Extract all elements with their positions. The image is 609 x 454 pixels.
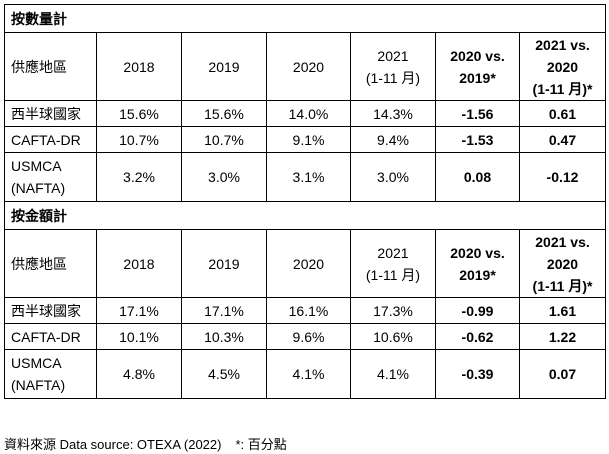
header-2020: 2020 [266,229,351,298]
cell-2019: 15.6% [181,100,267,127]
section-title: 按金額計 [4,201,606,230]
header-cmp2-line1: 2021 vs. [535,36,590,53]
cell-2021: 3.0% [350,152,436,202]
cell-cmp2: 0.07 [519,349,606,399]
header-2018: 2018 [96,32,182,101]
cell-2018: 10.7% [96,126,182,153]
row-region: 西半球國家 [4,297,97,324]
header-cmp2-line3: (1-11 月)* [532,80,593,97]
cell-cmp2: 1.61 [519,297,606,324]
data-source: 資料來源 Data source: OTEXA (2022) [4,437,222,452]
cell-2020: 9.1% [266,126,351,153]
header-2020-vs-2019: 2020 vs. 2019* [435,32,520,101]
cell-2021: 10.6% [350,323,436,350]
header-cmp2-line1: 2021 vs. [535,233,590,250]
cell-cmp1: -0.99 [435,297,520,324]
header-2021-year: 2021 [377,244,409,261]
cell-2020: 9.6% [266,323,351,350]
header-row: 供應地區 2018 2019 2020 2021 (1-11 月) 2020 v… [4,229,606,298]
header-region: 供應地區 [4,32,97,101]
cell-2019: 17.1% [181,297,267,324]
section-title-row: 按數量計 [4,4,606,33]
section-title-row: 按金額計 [4,201,606,230]
header-2021-year: 2021 [377,47,409,64]
cell-cmp2: 1.22 [519,323,606,350]
table-footer: 資料來源 Data source: OTEXA (2022) *: 百分點 [4,434,287,453]
cell-2019: 4.5% [181,349,267,399]
cell-2020: 3.1% [266,152,351,202]
header-2019: 2019 [181,229,267,298]
cell-cmp1: -1.53 [435,126,520,153]
row-region-line2: (NAFTA) [11,180,66,196]
header-2021-vs-2020: 2021 vs. 2020 (1-11 月)* [519,229,606,298]
cell-2018: 15.6% [96,100,182,127]
row-region-line1: USMCA [11,355,62,371]
header-cmp1-line2: 2019* [459,266,496,283]
table-row: CAFTA-DR 10.1% 10.3% 9.6% 10.6% -0.62 1.… [4,323,606,350]
cell-2018: 10.1% [96,323,182,350]
header-2021-period: (1-11 月) [365,69,421,86]
table-row: 西半球國家 17.1% 17.1% 16.1% 17.3% -0.99 1.61 [4,297,606,324]
header-cmp2-line2: 2020 [546,58,579,75]
cell-cmp1: 0.08 [435,152,520,202]
cell-2019: 10.7% [181,126,267,153]
cell-2021: 14.3% [350,100,436,127]
table-row: USMCA (NAFTA) 4.8% 4.5% 4.1% 4.1% -0.39 … [4,349,606,399]
cell-2020: 14.0% [266,100,351,127]
cell-2021: 9.4% [350,126,436,153]
table-row: CAFTA-DR 10.7% 10.7% 9.1% 9.4% -1.53 0.4… [4,126,606,153]
section-title: 按數量計 [4,4,606,33]
row-region: CAFTA-DR [4,323,97,350]
cell-2018: 3.2% [96,152,182,202]
row-region: USMCA (NAFTA) [4,152,97,202]
cell-2018: 4.8% [96,349,182,399]
trade-share-table: 按數量計 供應地區 2018 2019 2020 2021 (1-11 月) 2… [4,4,606,399]
row-region: CAFTA-DR [4,126,97,153]
header-cmp2-line2: 2020 [546,255,579,272]
header-2021-period: (1-11 月) [365,266,421,283]
cell-cmp1: -1.56 [435,100,520,127]
table-row: 西半球國家 15.6% 15.6% 14.0% 14.3% -1.56 0.61 [4,100,606,127]
header-cmp1-line2: 2019* [459,69,496,86]
header-2021: 2021 (1-11 月) [350,32,436,101]
row-region: USMCA (NAFTA) [4,349,97,399]
row-region: 西半球國家 [4,100,97,127]
cell-cmp2: -0.12 [519,152,606,202]
table-row: USMCA (NAFTA) 3.2% 3.0% 3.1% 3.0% 0.08 -… [4,152,606,202]
cell-cmp1: -0.39 [435,349,520,399]
cell-2019: 10.3% [181,323,267,350]
header-2021: 2021 (1-11 月) [350,229,436,298]
header-2019: 2019 [181,32,267,101]
cell-2021: 4.1% [350,349,436,399]
header-cmp1-line1: 2020 vs. [450,244,505,261]
header-2018: 2018 [96,229,182,298]
cell-2021: 17.3% [350,297,436,324]
cell-2020: 4.1% [266,349,351,399]
cell-cmp2: 0.61 [519,100,606,127]
header-2021-vs-2020: 2021 vs. 2020 (1-11 月)* [519,32,606,101]
footnote-percentage-points: *: 百分點 [235,437,287,452]
header-region: 供應地區 [4,229,97,298]
cell-2018: 17.1% [96,297,182,324]
cell-cmp1: -0.62 [435,323,520,350]
header-cmp1-line1: 2020 vs. [450,47,505,64]
header-row: 供應地區 2018 2019 2020 2021 (1-11 月) 2020 v… [4,32,606,101]
cell-2020: 16.1% [266,297,351,324]
row-region-line2: (NAFTA) [11,377,66,393]
header-cmp2-line3: (1-11 月)* [532,277,593,294]
header-2020-vs-2019: 2020 vs. 2019* [435,229,520,298]
header-2020: 2020 [266,32,351,101]
cell-cmp2: 0.47 [519,126,606,153]
cell-2019: 3.0% [181,152,267,202]
row-region-line1: USMCA [11,158,62,174]
